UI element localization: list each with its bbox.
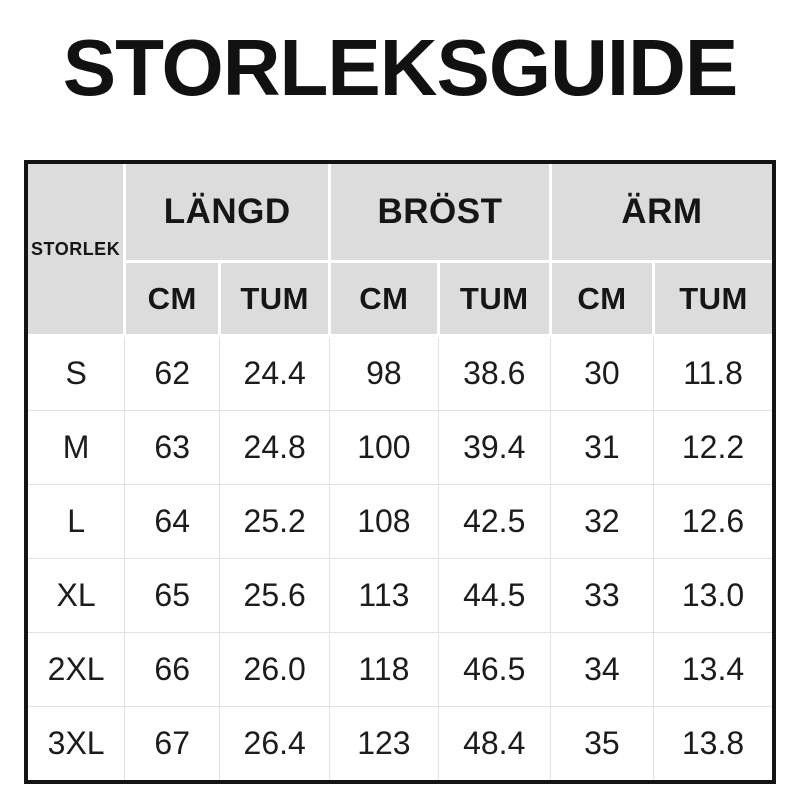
group-header-brost: BRÖST <box>328 160 552 263</box>
table-row-s: S 62 24.4 98 38.6 30 11.8 <box>25 335 775 411</box>
value-cell: 24.4 <box>219 335 331 411</box>
page-title: STORLEKSGUIDE <box>62 23 739 112</box>
table-header: STORLEK LÄNGD BRÖST ÄRM CM TUM CM TUM CM… <box>24 160 776 337</box>
value-cell: 108 <box>329 484 439 559</box>
value-cell: 39.4 <box>437 410 551 485</box>
value-cell: 48.4 <box>437 706 551 783</box>
unit-header-arm-tum: TUM <box>652 260 776 337</box>
size-cell: L <box>25 484 126 559</box>
table-row-l: L 64 25.2 108 42.5 32 12.6 <box>25 484 775 559</box>
table-body: S 62 24.4 98 38.6 30 11.8 M 63 24.8 100 … <box>25 335 775 783</box>
value-cell: 33 <box>549 558 655 633</box>
value-cell: 12.2 <box>653 410 775 485</box>
table-row-2xl: 2XL 66 26.0 118 46.5 34 13.4 <box>25 632 775 707</box>
unit-header-langd-tum: TUM <box>218 260 332 337</box>
value-cell: 123 <box>329 706 439 783</box>
group-header-row: STORLEK LÄNGD BRÖST ÄRM <box>24 160 776 337</box>
unit-header-brost-tum: TUM <box>436 260 552 337</box>
value-cell: 67 <box>124 706 221 783</box>
value-cell: 65 <box>124 558 221 633</box>
value-cell: 46.5 <box>437 632 551 707</box>
value-cell: 13.8 <box>653 706 775 783</box>
value-cell: 13.4 <box>653 632 775 707</box>
size-cell: 3XL <box>25 706 126 783</box>
value-cell: 100 <box>329 410 439 485</box>
group-header-langd: LÄNGD <box>123 160 332 263</box>
size-cell: XL <box>25 558 126 633</box>
value-cell: 62 <box>124 335 221 411</box>
value-cell: 66 <box>124 632 221 707</box>
value-cell: 12.6 <box>653 484 775 559</box>
unit-header-brost-cm: CM <box>328 260 440 337</box>
value-cell: 118 <box>329 632 439 707</box>
unit-header-row: CM TUM CM TUM CM TUM <box>26 260 776 337</box>
value-cell: 32 <box>549 484 655 559</box>
value-cell: 42.5 <box>437 484 551 559</box>
value-cell: 26.4 <box>219 706 331 783</box>
size-cell: 2XL <box>25 632 126 707</box>
value-cell: 38.6 <box>437 335 551 411</box>
value-cell: 35 <box>549 706 655 783</box>
unit-header-langd-cm: CM <box>123 260 222 337</box>
value-cell: 30 <box>549 335 655 411</box>
table-row-xl: XL 65 25.6 113 44.5 33 13.0 <box>25 558 775 633</box>
value-cell: 24.8 <box>219 410 331 485</box>
table-row-m: M 63 24.8 100 39.4 31 12.2 <box>25 410 775 485</box>
value-cell: 34 <box>549 632 655 707</box>
corner-header-storlek: STORLEK <box>24 160 127 337</box>
value-cell: 31 <box>549 410 655 485</box>
size-cell: M <box>25 410 126 485</box>
value-cell: 63 <box>124 410 221 485</box>
group-header-arm: ÄRM <box>548 160 776 263</box>
value-cell: 13.0 <box>653 558 775 633</box>
value-cell: 44.5 <box>437 558 551 633</box>
value-cell: 25.2 <box>219 484 331 559</box>
size-guide-table: STORLEK LÄNGD BRÖST ÄRM CM TUM CM TUM CM… <box>24 160 776 784</box>
value-cell: 113 <box>329 558 439 633</box>
value-cell: 11.8 <box>653 335 775 411</box>
value-cell: 25.6 <box>219 558 331 633</box>
unit-header-arm-cm: CM <box>548 260 656 337</box>
table-row-3xl: 3XL 67 26.4 123 48.4 35 13.8 <box>25 706 775 783</box>
value-cell: 64 <box>124 484 221 559</box>
value-cell: 98 <box>329 335 439 411</box>
value-cell: 26.0 <box>219 632 331 707</box>
size-cell: S <box>25 335 126 411</box>
